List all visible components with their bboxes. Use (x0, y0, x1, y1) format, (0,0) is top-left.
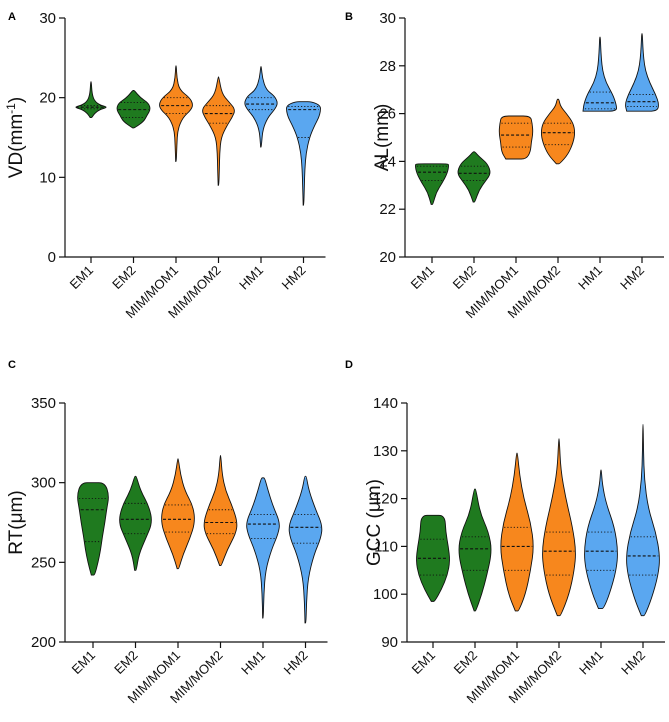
y-tick-label: 20 (39, 90, 56, 107)
y-tick-label: 300 (31, 475, 56, 492)
y-axis-title: VD(mm-1) (4, 97, 27, 178)
violin-em2 (457, 151, 491, 203)
x-category-label: HM2 (618, 648, 648, 678)
y-tick-label: 24 (379, 153, 396, 170)
panel-letter: A (8, 11, 16, 23)
x-category-label: EM1 (409, 648, 439, 678)
violin-hm2 (288, 475, 323, 624)
y-axis-title: GCC (μm) (364, 479, 385, 566)
x-category-label: HM2 (279, 263, 309, 293)
violin-em1 (77, 482, 109, 576)
y-tick-label: 90 (381, 634, 398, 651)
x-category-label: EM1 (67, 263, 97, 293)
violin-hm2 (626, 424, 660, 617)
violin-hm2 (625, 33, 659, 112)
y-axis-title-end: ) (6, 97, 27, 103)
y-tick-label: 20 (379, 249, 396, 266)
x-category-label: HM1 (576, 648, 606, 678)
x-category-label: HM2 (617, 263, 647, 293)
violin-mim-mom1 (498, 115, 534, 160)
y-tick-label: 350 (31, 395, 56, 412)
y-tick-label: 120 (373, 491, 398, 508)
violin-hm1 (244, 66, 278, 148)
x-category-label: EM1 (69, 648, 99, 678)
y-axis-title-base: VD(mm (6, 114, 27, 178)
x-category-label: HM1 (575, 263, 605, 293)
violin-hm1 (582, 36, 618, 112)
y-tick-label: 10 (39, 169, 56, 186)
panel-letter: B (345, 11, 353, 23)
y-tick-label: 22 (379, 201, 396, 218)
y-tick-label: 30 (379, 10, 396, 27)
y-tick-label: 250 (31, 554, 56, 571)
panel-letter: D (345, 359, 353, 371)
violin-em1 (75, 81, 107, 119)
x-category-label: HM1 (238, 648, 268, 678)
x-category-label: EM2 (111, 648, 141, 678)
violin-mim-mom2 (542, 438, 576, 617)
y-tick-label: 110 (374, 538, 398, 555)
y-tick-label: 0 (48, 249, 56, 266)
violin-mim-mom1 (500, 452, 534, 612)
violin-hm1 (246, 477, 280, 619)
y-tick-label: 26 (379, 106, 396, 123)
y-tick-label: 200 (31, 634, 56, 651)
violin-em2 (119, 475, 152, 571)
violin-hm2 (286, 101, 321, 206)
violin-mim-mom2 (203, 455, 238, 566)
x-category-label: EM1 (408, 263, 438, 293)
y-tick-label: 30 (39, 10, 56, 27)
violin-mim-mom2 (540, 98, 576, 165)
x-category-label: HM1 (236, 263, 266, 293)
y-axis-title: AL(mm) (372, 104, 393, 172)
x-category-label: HM2 (281, 648, 311, 678)
violin-hm1 (584, 469, 618, 609)
x-category-label: EM2 (109, 263, 139, 293)
y-tick-label: 140 (373, 395, 398, 412)
x-category-label: EM2 (451, 648, 481, 678)
panel-letter: C (8, 359, 16, 371)
violin-em2 (458, 488, 492, 612)
x-category-label: EM2 (450, 263, 480, 293)
y-tick-label: 130 (373, 443, 398, 460)
y-axis-title-superscript: -1 (4, 103, 18, 114)
y-axis-title: RT(μm) (6, 490, 27, 554)
violin-mim-mom1 (161, 458, 195, 570)
y-tick-label: 28 (379, 58, 396, 75)
y-tick-label: 100 (373, 586, 398, 603)
violin-em1 (414, 163, 450, 205)
violin-mim-mom2 (202, 76, 235, 186)
